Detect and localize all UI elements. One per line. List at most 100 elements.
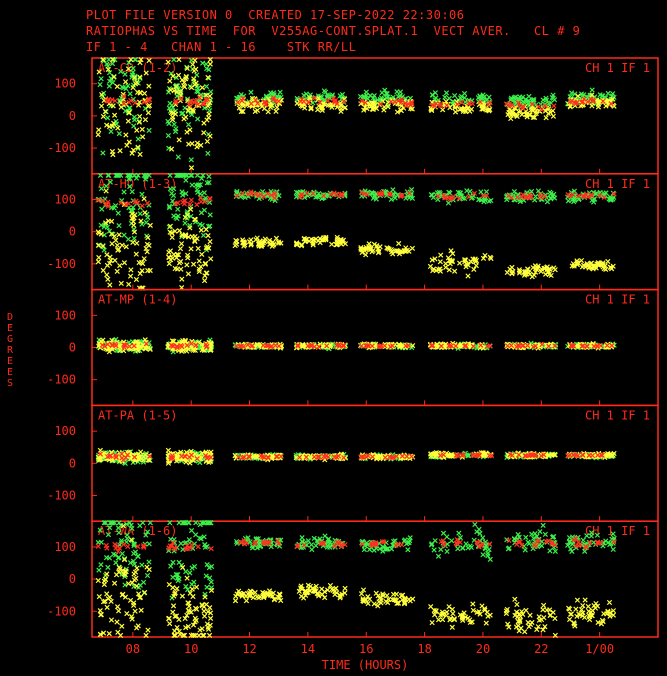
avg-point	[298, 98, 304, 105]
rr-point	[132, 56, 139, 63]
ll-point	[440, 107, 446, 113]
avg-point	[235, 99, 241, 106]
rr-point	[135, 136, 141, 142]
rr-point	[193, 532, 199, 538]
rr-point	[382, 87, 388, 93]
ll-point	[113, 237, 119, 243]
ll-point	[184, 65, 190, 71]
ll-point	[254, 594, 260, 600]
ll-point	[527, 612, 533, 618]
ll-point	[114, 604, 121, 610]
avg-point	[125, 543, 131, 550]
avg-point	[204, 96, 211, 102]
ll-point	[167, 78, 173, 84]
avg-point	[133, 198, 139, 204]
ll-point	[136, 119, 142, 125]
ll-point	[205, 103, 211, 109]
rr-point	[175, 154, 181, 160]
avg-point	[112, 98, 118, 104]
rr-point	[131, 123, 137, 129]
ll-point	[232, 598, 239, 604]
avg-point	[144, 200, 151, 206]
rr-point	[105, 564, 111, 570]
rr-point	[144, 572, 151, 579]
avg-point	[317, 99, 323, 106]
avg-point	[105, 96, 112, 102]
ll-point	[195, 245, 201, 252]
rr-point	[129, 189, 135, 195]
ll-point	[259, 103, 265, 110]
rr-point	[205, 150, 211, 156]
x-axis-label: TIME (HOURS)	[322, 658, 409, 672]
ll-point	[138, 56, 144, 63]
rr-point	[397, 93, 403, 99]
ll-point	[141, 256, 147, 262]
ll-point	[143, 70, 149, 76]
channel-label: CH 1 IF 1	[585, 293, 650, 307]
rr-point	[565, 198, 571, 204]
ll-point	[205, 115, 212, 121]
rr-point	[113, 560, 119, 566]
rr-point	[390, 187, 396, 193]
ll-point	[232, 242, 238, 249]
ll-point	[486, 108, 492, 114]
ll-point	[207, 56, 213, 63]
rr-point	[544, 199, 551, 205]
rr-point	[486, 94, 492, 100]
avg-point	[477, 99, 483, 105]
avg-point	[409, 99, 415, 105]
rr-point	[107, 179, 113, 185]
ll-point	[465, 105, 471, 111]
rr-point	[105, 115, 111, 121]
y-tick-label: -100	[47, 141, 76, 155]
rr-point	[101, 247, 107, 253]
rr-point	[143, 172, 149, 179]
y-tick-label: 0	[69, 572, 76, 586]
ll-point	[595, 101, 602, 107]
header-line-3: IF 1 - 4 CHAN 1 - 16 STK RR/LL	[86, 40, 357, 54]
rr-point	[456, 530, 462, 536]
ll-point	[106, 124, 113, 130]
rr-point	[542, 531, 548, 537]
rr-point	[108, 128, 114, 135]
ll-point	[189, 234, 195, 240]
rr-point	[168, 563, 174, 569]
avg-point	[574, 99, 580, 105]
ll-point	[451, 268, 458, 274]
ll-point	[105, 66, 111, 72]
rr-point	[116, 223, 122, 229]
avg-point	[121, 100, 127, 107]
ll-point	[128, 267, 134, 273]
ll-point	[176, 56, 182, 63]
rr-point	[238, 91, 244, 98]
ll-point	[170, 603, 177, 609]
ll-point	[589, 607, 596, 614]
x-tick-label: 18	[417, 642, 431, 656]
ll-point	[199, 251, 205, 257]
avg-point	[487, 100, 493, 106]
ll-point	[130, 219, 136, 225]
avg-point	[195, 544, 201, 550]
avg-point	[579, 99, 585, 106]
rr-point	[480, 552, 486, 558]
rr-point	[187, 570, 193, 576]
avg-point	[126, 200, 132, 207]
ll-point	[533, 110, 539, 117]
ll-point	[192, 57, 198, 63]
ll-point	[179, 593, 186, 599]
avg-point	[208, 546, 214, 552]
rr-point	[206, 67, 212, 73]
rr-point	[522, 547, 528, 553]
ll-point	[429, 620, 435, 626]
ll-point	[203, 92, 209, 98]
rr-point	[104, 224, 111, 230]
avg-point	[529, 101, 535, 107]
ll-point	[581, 614, 588, 621]
baseline-label: AT-MP (1-4)	[98, 293, 177, 307]
rr-point	[432, 538, 438, 544]
avg-point	[305, 99, 311, 105]
ll-point	[100, 113, 107, 120]
ll-point	[111, 580, 118, 586]
ll-point	[552, 615, 558, 622]
avg-point	[536, 104, 542, 110]
